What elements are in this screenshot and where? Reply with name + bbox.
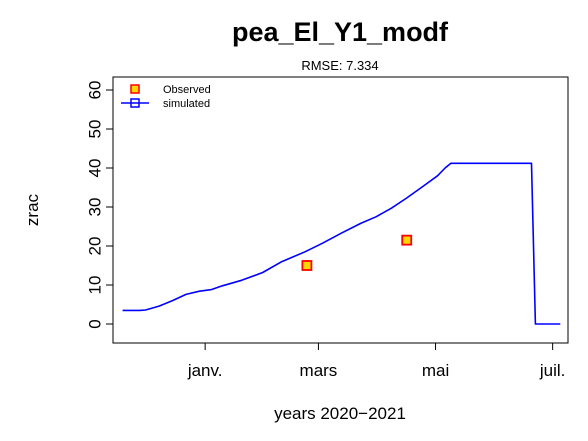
legend: Observed simulated	[121, 84, 211, 110]
observed-point-1	[401, 234, 413, 246]
observed-point-0	[301, 260, 313, 271]
x-axis: janv. mars mai juil.	[187, 343, 566, 380]
legend-observed-marker	[130, 84, 140, 94]
series-layer	[122, 162, 561, 325]
chart-subtitle: RMSE: 7.334	[301, 58, 378, 73]
y-tick-label-4: 40	[85, 159, 104, 178]
x-tick-label-3: juil.	[539, 361, 566, 380]
x-tick-label-2: mai	[422, 361, 449, 380]
legend-simulated-marker	[130, 98, 140, 108]
plot-frame	[112, 76, 569, 344]
y-axis: 0 10 20 30 40 50 60	[85, 81, 113, 329]
x-axis-label: years 2020−2021	[274, 404, 406, 423]
simulated-line	[122, 162, 561, 325]
y-tick-label-2: 20	[85, 237, 104, 256]
x-tick-label-0: janv.	[187, 361, 223, 380]
y-tick-label-1: 10	[85, 276, 104, 295]
y-tick-label-5: 50	[85, 120, 104, 139]
y-tick-label-6: 60	[85, 81, 104, 100]
chart-title: pea_El_Y1_modf	[232, 17, 449, 47]
legend-observed-label: Observed	[163, 84, 211, 96]
y-tick-label-3: 30	[85, 198, 104, 217]
y-tick-label-0: 0	[85, 319, 104, 328]
y-axis-label: zrac	[23, 193, 42, 226]
x-tick-label-1: mars	[300, 361, 338, 380]
legend-simulated-label: simulated	[163, 98, 210, 110]
